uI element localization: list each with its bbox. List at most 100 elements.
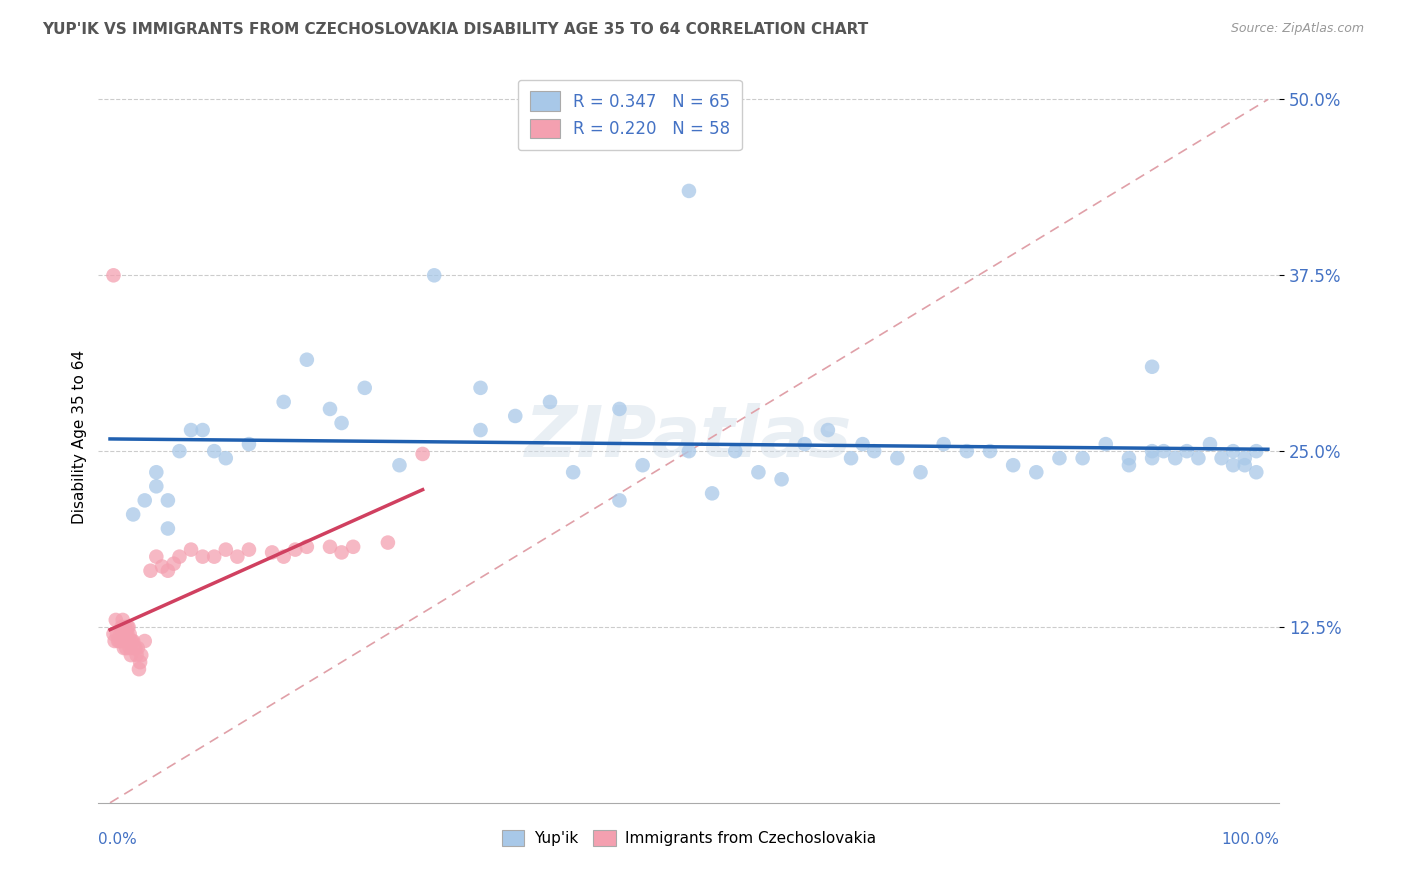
Point [1211,451,1233,466]
Point [163,557,186,571]
Point [202,444,225,458]
Point [139,564,162,578]
Point [112,627,135,641]
Point [110,627,132,641]
Point [134,493,156,508]
Point [817,423,839,437]
Point [191,423,214,437]
Point [114,620,136,634]
Point [105,627,128,641]
Point [129,655,152,669]
Point [114,627,136,641]
Point [104,613,127,627]
Point [330,545,353,559]
Point [145,549,167,564]
Point [238,542,260,557]
Point [117,620,139,634]
Point [125,648,148,662]
Text: 0.0%: 0.0% [98,832,138,847]
Point [169,444,191,458]
Point [180,542,202,557]
Point [377,535,399,549]
Y-axis label: Disability Age 35 to 64: Disability Age 35 to 64 [72,350,87,524]
Point [273,549,295,564]
Point [128,662,150,676]
Point [412,447,434,461]
Point [111,627,134,641]
Point [226,549,249,564]
Point [124,641,146,656]
Point [1049,451,1071,466]
Point [145,465,167,479]
Point [215,542,238,557]
Point [770,472,793,486]
Point [538,395,561,409]
Point [145,479,167,493]
Point [115,641,138,656]
Point [191,549,214,564]
Point [609,401,631,416]
Point [678,444,700,458]
Point [117,620,139,634]
Point [156,521,179,535]
Point [470,423,492,437]
Point [839,451,862,466]
Point [112,641,135,656]
Point [262,545,284,559]
Point [863,444,886,458]
Point [169,549,191,564]
Text: ZIPatlas: ZIPatlas [526,402,852,472]
Point [1175,444,1198,458]
Point [353,381,375,395]
Point [150,559,173,574]
Point [117,627,139,641]
Point [1025,465,1047,479]
Point [1094,437,1116,451]
Text: 100.0%: 100.0% [1222,832,1279,847]
Point [1118,458,1140,473]
Point [1246,444,1268,458]
Point [678,184,700,198]
Point [1222,458,1244,473]
Point [103,627,125,641]
Point [793,437,815,451]
Text: Source: ZipAtlas.com: Source: ZipAtlas.com [1230,22,1364,36]
Point [631,458,654,473]
Point [120,634,142,648]
Point [202,549,225,564]
Point [117,634,139,648]
Point [110,634,132,648]
Point [103,268,125,283]
Point [114,634,136,648]
Point [156,493,179,508]
Point [107,634,129,648]
Point [1233,458,1256,473]
Point [1140,444,1163,458]
Point [979,444,1001,458]
Point [330,416,353,430]
Point [117,634,139,648]
Point [295,352,318,367]
Point [319,540,342,554]
Point [122,634,145,648]
Point [1153,444,1175,458]
Point [124,641,146,656]
Point [1164,451,1187,466]
Point [1233,451,1256,466]
Point [134,634,156,648]
Legend: Yup'ik, Immigrants from Czechoslovakia: Yup'ik, Immigrants from Czechoslovakia [494,822,884,854]
Point [122,508,145,522]
Point [932,437,955,451]
Point [127,641,149,656]
Point [956,444,979,458]
Point [1140,451,1163,466]
Point [747,465,769,479]
Point [388,458,411,473]
Point [724,444,747,458]
Point [215,451,238,466]
Point [1222,444,1244,458]
Point [1118,451,1140,466]
Point [1199,437,1222,451]
Point [121,634,143,648]
Point [110,620,132,634]
